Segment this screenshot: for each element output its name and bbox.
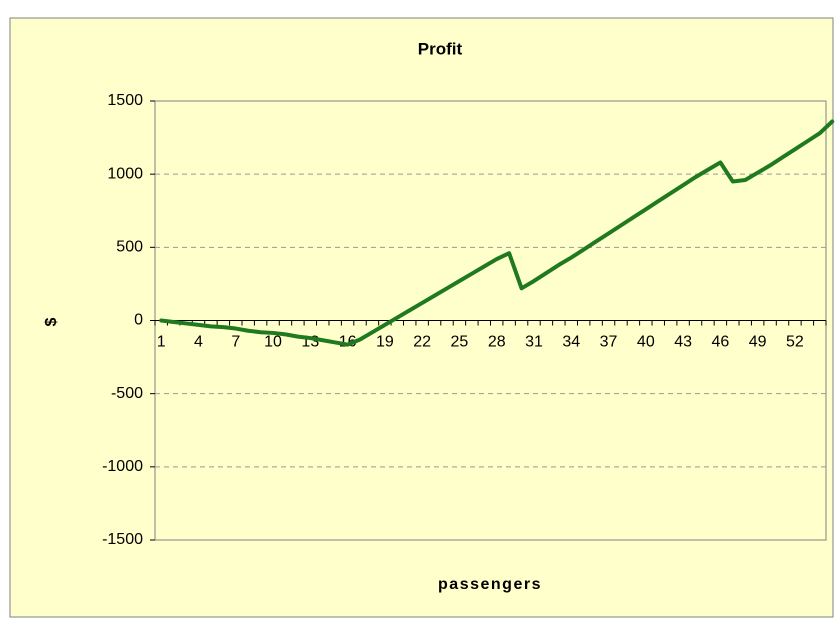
x-tick-label: 40 <box>637 334 655 351</box>
chart-area <box>9 17 834 618</box>
line-series <box>159 119 835 347</box>
y-tick-label: -500 <box>111 385 143 402</box>
y-tick-label: 500 <box>116 239 143 256</box>
x-axis-label: passengers <box>438 576 542 593</box>
x-tick-label: 37 <box>600 334 618 351</box>
x-tick-label: 1 <box>157 334 166 351</box>
y-tick-label: -1500 <box>102 531 143 548</box>
y-tick-label: 0 <box>134 312 143 329</box>
x-tick-label: 19 <box>376 334 394 351</box>
x-tick-label: 7 <box>231 334 240 351</box>
x-tick-label: 43 <box>674 334 692 351</box>
x-tick-label: 28 <box>488 334 506 351</box>
x-tick-label: 25 <box>451 334 469 351</box>
y-tick-label: 1000 <box>107 165 143 182</box>
x-tick-label: 52 <box>786 334 804 351</box>
x-tick-label: 4 <box>194 334 203 351</box>
x-tick-label: 46 <box>711 334 729 351</box>
x-tick-label: 10 <box>264 334 282 351</box>
x-tick-label: 31 <box>525 334 543 351</box>
x-tick-label: 16 <box>339 334 357 351</box>
x-tick-label: 34 <box>562 334 580 351</box>
y-tick-label: -1000 <box>102 458 143 475</box>
y-axis-label: $ <box>43 317 60 326</box>
x-tick-label: 22 <box>413 334 431 351</box>
x-tick-label: 49 <box>749 334 767 351</box>
y-tick-label: 1500 <box>107 92 143 109</box>
chart-title: Profit <box>418 39 463 58</box>
